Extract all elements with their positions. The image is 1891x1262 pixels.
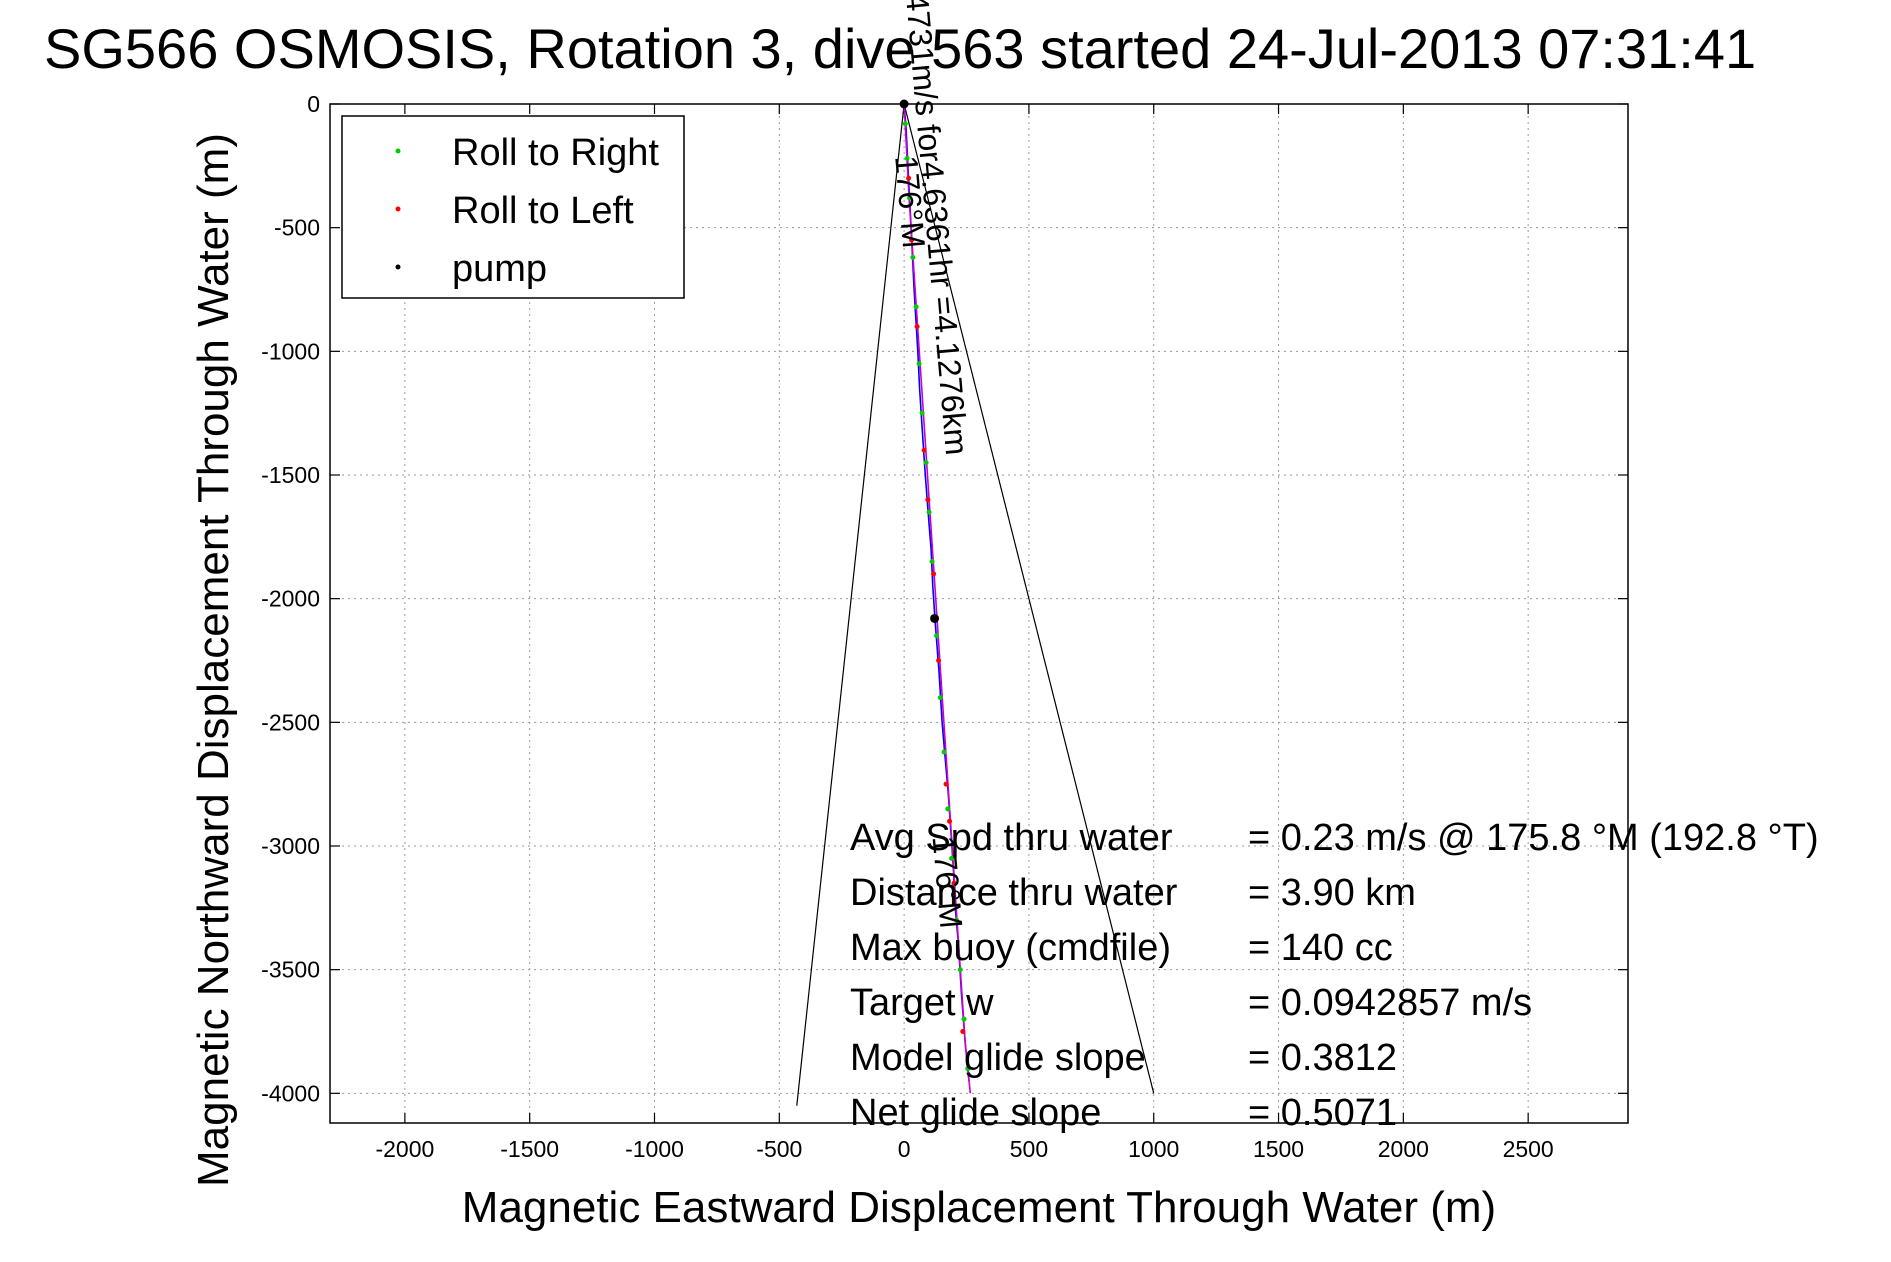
- x-tick-label: -500: [756, 1136, 802, 1162]
- roll-right-point: [937, 695, 943, 701]
- roll-right-point: [965, 1066, 971, 1072]
- heading-lines: [796, 103, 1155, 1106]
- data-points: [899, 99, 971, 1072]
- roll-left-point: [951, 880, 957, 886]
- roll-left-point: [931, 571, 937, 577]
- y-tick-label: -2000: [261, 586, 320, 612]
- roll-left-point: [906, 175, 912, 181]
- info-value: = 0.23 m/s @ 175.8 °M (192.8 °T): [1248, 817, 1819, 859]
- info-label: Target w: [850, 982, 994, 1024]
- info-label: Max buoy (cmdfile): [850, 927, 1171, 969]
- legend-marker: [395, 206, 401, 212]
- roll-right-point: [926, 509, 932, 515]
- x-tick-label: -1000: [625, 1136, 684, 1162]
- roll-right-point: [961, 1016, 967, 1022]
- info-value: = 0.3812: [1248, 1037, 1397, 1079]
- y-tick-label: -2500: [261, 709, 320, 735]
- roll-right-point: [923, 460, 929, 466]
- roll-left-point: [925, 497, 931, 503]
- y-tick-label: -500: [274, 215, 320, 241]
- roll-right-point: [904, 155, 910, 161]
- y-tick-label: -3000: [261, 833, 320, 859]
- roll-left-point: [909, 237, 915, 243]
- roll-right-point: [929, 559, 935, 565]
- roll-right-point: [957, 967, 963, 973]
- x-tick-label: 2500: [1503, 1136, 1554, 1162]
- x-tick-label: -2000: [375, 1136, 434, 1162]
- info-value: = 140 cc: [1248, 927, 1393, 969]
- info-value: = 3.90 km: [1248, 872, 1416, 914]
- roll-right-point: [919, 410, 925, 416]
- x-tick-label: 1500: [1253, 1136, 1304, 1162]
- y-tick-label: -1500: [261, 462, 320, 488]
- roll-left-point: [921, 447, 927, 453]
- roll-left-point: [947, 818, 953, 824]
- heading-line: [796, 103, 905, 1106]
- x-tick-label: 0: [898, 1136, 911, 1162]
- x-tick-label: -1500: [500, 1136, 559, 1162]
- y-tick-label: 0: [307, 91, 320, 117]
- grid-lines: [330, 103, 1628, 1123]
- legend-label: pump: [452, 248, 547, 290]
- roll-right-point: [949, 855, 955, 861]
- legend-marker: [395, 264, 401, 270]
- chart-annotation: 176°M: [888, 154, 932, 250]
- legend-label: Roll to Left: [452, 190, 634, 232]
- roll-left-point: [960, 1028, 966, 1034]
- info-box: Avg Spd thru water = 0.23 m/s @ 175.8 °M …: [850, 817, 1819, 1134]
- roll-right-point: [945, 806, 951, 812]
- info-label: Net glide slope: [850, 1092, 1101, 1134]
- x-tick-label: 2000: [1378, 1136, 1429, 1162]
- x-axis-label: Magnetic Eastward Displacement Through W…: [462, 1183, 1496, 1232]
- y-tick-label: -4000: [261, 1080, 320, 1106]
- info-label: Avg Spd thru water: [850, 817, 1173, 859]
- info-label: Model glide slope: [850, 1037, 1146, 1079]
- axis-ticks: -2000 -1500 -1000 -500 0 500 1000 1500 2000 2500 0…: [261, 91, 1628, 1162]
- chart-annotation: 176°M: [926, 834, 970, 930]
- plot-area-frame: [329, 103, 1629, 1124]
- roll-left-point: [936, 657, 942, 663]
- chart-title: SG566 OSMOSIS, Rotation 3, dive 563 star…: [44, 17, 1756, 80]
- roll-right-point: [934, 633, 940, 639]
- roll-right-point: [941, 749, 947, 755]
- legend: Roll to Right Roll to Left pump: [341, 115, 685, 299]
- info-label: Distance thru water: [850, 872, 1178, 914]
- roll-left-point: [943, 781, 949, 787]
- roll-right-point: [907, 195, 913, 201]
- y-axis-label: Magnetic Northward Displacement Through …: [189, 133, 238, 1187]
- x-tick-label: 1000: [1128, 1136, 1179, 1162]
- y-tick-label: -1000: [261, 338, 320, 364]
- roll-right-point: [913, 304, 919, 310]
- x-tick-label: 500: [1010, 1136, 1048, 1162]
- roll-left-point: [914, 324, 920, 330]
- roll-right-point: [902, 121, 908, 127]
- heading-line: [903, 103, 1155, 1094]
- pump-point: [930, 613, 940, 623]
- legend-marker: [395, 148, 401, 154]
- info-value: = 0.5071: [1248, 1092, 1397, 1134]
- legend-label: Roll to Right: [452, 132, 659, 174]
- y-tick-label: -3500: [261, 957, 320, 983]
- info-value: = 0.0942857 m/s: [1248, 982, 1532, 1024]
- roll-right-point: [954, 917, 960, 923]
- roll-right-point: [916, 361, 922, 367]
- roll-right-point: [910, 254, 916, 260]
